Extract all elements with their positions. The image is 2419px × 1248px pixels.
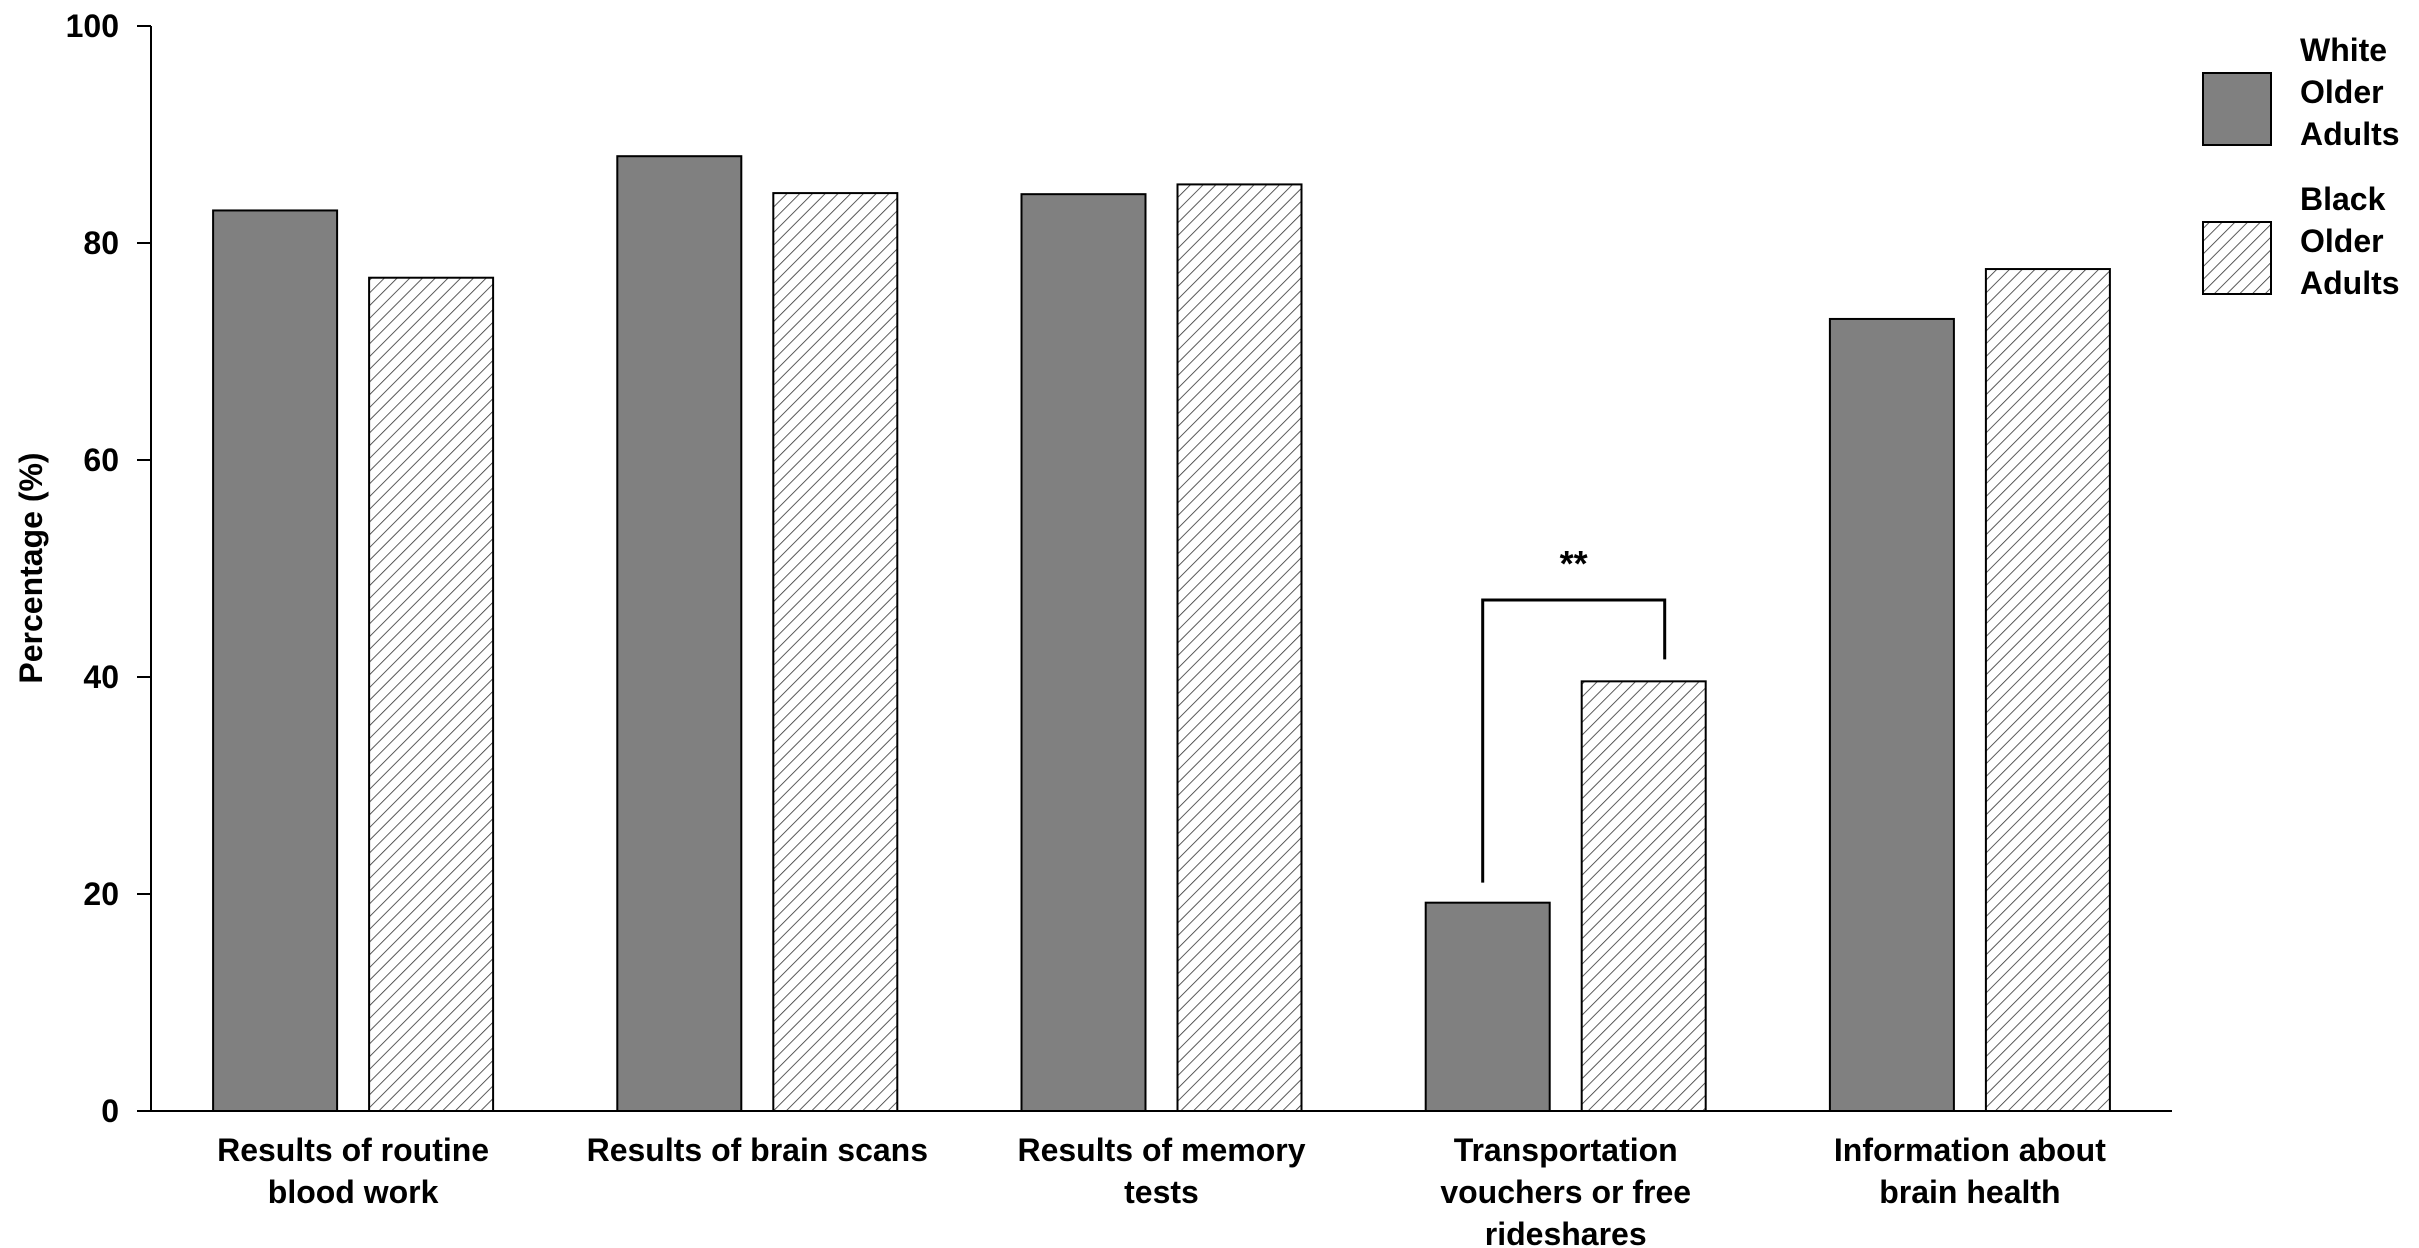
legend-swatch-white-older-adults <box>2202 72 2272 146</box>
legend-swatch-black-older-adults <box>2202 221 2272 295</box>
bar-black-older-adults <box>1580 680 1707 1113</box>
x-tick-label: Results of brain scans <box>587 1132 928 1168</box>
legend-label: Older <box>2300 74 2384 110</box>
bar-white-older-adults <box>1828 317 1955 1112</box>
legend-label: Adults <box>2300 265 2400 301</box>
bar-black-older-adults <box>772 192 899 1112</box>
significance-marker: ** <box>1560 543 1588 584</box>
x-tick-label: Results of routine <box>217 1132 489 1168</box>
bar-white-older-adults <box>616 155 743 1112</box>
y-tick-label: 20 <box>83 876 119 912</box>
bar-black-older-adults <box>368 276 495 1113</box>
x-tick-label: rideshares <box>1485 1216 1647 1248</box>
y-tick-label: 40 <box>83 659 119 695</box>
y-axis-label: Percentage (%) <box>13 452 49 683</box>
bar-white-older-adults <box>212 209 339 1112</box>
bar-black-older-adults <box>1984 268 2111 1113</box>
y-tick-label: 100 <box>66 8 119 44</box>
x-tick-label: Results of memory <box>1017 1132 1305 1168</box>
x-tick-label: vouchers or free <box>1440 1174 1691 1210</box>
bar-white-older-adults <box>1424 901 1551 1112</box>
x-tick-label: blood work <box>268 1174 439 1210</box>
x-tick-label: tests <box>1124 1174 1199 1210</box>
significance-bracket <box>1481 598 1667 883</box>
bar-black-older-adults <box>1176 183 1303 1113</box>
y-tick-label: 80 <box>83 225 119 261</box>
x-tick-label: Transportation <box>1454 1132 1678 1168</box>
plot-area: 0 20 40 60 80 100 Percentage (%) Results of rou… <box>13 8 2400 1248</box>
legend-label: Older <box>2300 223 2384 259</box>
x-tick-label: brain health <box>1879 1174 2060 1210</box>
y-tick-label: 60 <box>83 442 119 478</box>
legend-label: Black <box>2300 181 2386 217</box>
legend-label: White <box>2300 32 2387 68</box>
legend-label: Adults <box>2300 116 2400 152</box>
bar-white-older-adults <box>1020 193 1147 1113</box>
y-tick-label: 0 <box>101 1093 119 1129</box>
x-tick-label: Information about <box>1834 1132 2106 1168</box>
